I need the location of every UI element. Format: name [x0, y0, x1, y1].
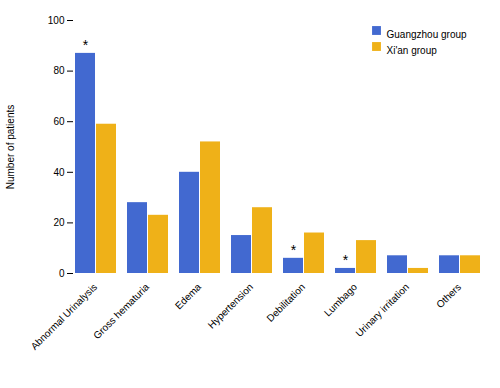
svg-text:*: *	[83, 37, 89, 53]
svg-text:Others: Others	[434, 281, 463, 310]
svg-text:20: 20	[53, 217, 65, 228]
svg-text:Edema: Edema	[173, 281, 203, 311]
svg-text:0: 0	[59, 268, 65, 279]
svg-text:Urinary irritation: Urinary irritation	[353, 281, 411, 339]
svg-text:80: 80	[53, 65, 65, 76]
svg-text:Debilitation: Debilitation	[264, 281, 307, 324]
svg-text:40: 40	[53, 167, 65, 178]
svg-text:Xi'an group: Xi'an group	[387, 45, 438, 56]
svg-text:Number of patients: Number of patients	[5, 105, 16, 190]
svg-text:Abnormal Urinalysis: Abnormal Urinalysis	[29, 281, 100, 352]
svg-text:Hypertension: Hypertension	[206, 281, 255, 330]
svg-text:Gross hematuria: Gross hematuria	[91, 281, 151, 341]
svg-text:60: 60	[53, 116, 65, 127]
svg-text:*: *	[291, 242, 297, 258]
svg-text:100: 100	[48, 15, 65, 26]
svg-text:Guangzhou group: Guangzhou group	[387, 29, 468, 40]
svg-text:Lumbago: Lumbago	[322, 281, 360, 319]
svg-text:*: *	[343, 252, 349, 268]
